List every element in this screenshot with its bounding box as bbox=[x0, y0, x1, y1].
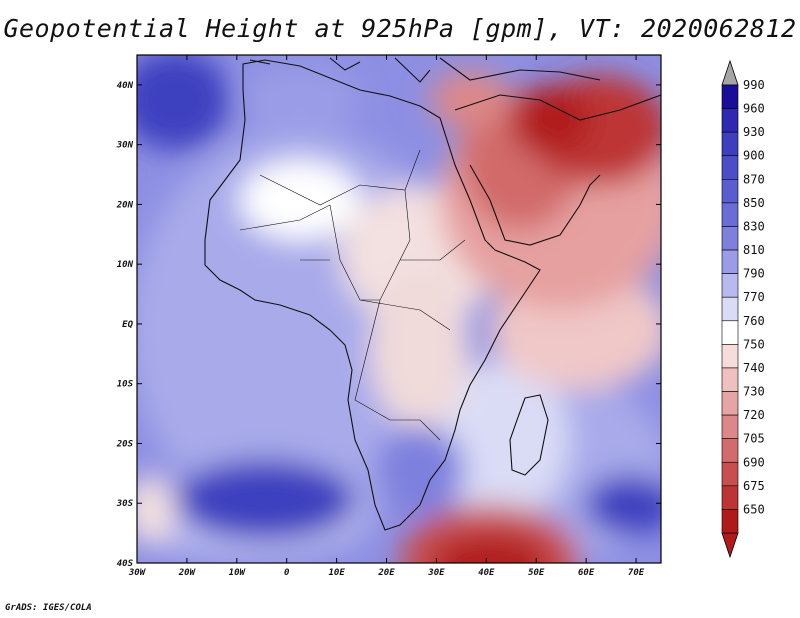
colorbar-level-label: 810 bbox=[743, 243, 765, 257]
colorbar-level-label: 770 bbox=[743, 290, 765, 304]
lat-label: 30N bbox=[116, 141, 134, 151]
europe-coastline bbox=[249, 57, 601, 83]
colorbar-band bbox=[721, 273, 739, 298]
colorbar-band bbox=[721, 226, 739, 251]
colorbar: 990 960 930 900 870 850 830 810 790 770 760 750 740 7… bbox=[721, 59, 765, 559]
lon-label: 60E bbox=[578, 568, 595, 578]
colorbar-band bbox=[721, 344, 739, 369]
africa-coastline bbox=[204, 59, 541, 531]
colorbar-level-label: 790 bbox=[743, 267, 765, 281]
lon-label: 20W bbox=[178, 568, 197, 578]
colorbar-band bbox=[721, 461, 739, 487]
colorbar-level-label: 930 bbox=[743, 125, 765, 139]
colorbar-level-label: 960 bbox=[743, 102, 765, 116]
lat-label: 10S bbox=[117, 380, 134, 390]
colorbar-level-label: 870 bbox=[743, 172, 765, 186]
colorbar-level-label: 990 bbox=[743, 78, 765, 92]
lat-label: 20S bbox=[116, 439, 134, 449]
lon-label: 20E bbox=[377, 568, 395, 578]
colorbar-band bbox=[721, 438, 739, 463]
colorbar-band bbox=[721, 367, 739, 392]
lon-label: 30E bbox=[427, 568, 445, 578]
colorbar-band bbox=[721, 155, 739, 180]
chart-title: Geopotential Height at 925hPa [gpm], VT:… bbox=[3, 14, 797, 43]
colorbar-level-label: 830 bbox=[743, 219, 765, 233]
colorbar-band bbox=[721, 414, 739, 439]
colorbar-level-label: 900 bbox=[743, 149, 765, 163]
lon-label: 40E bbox=[478, 568, 495, 578]
colorbar-top-arrow bbox=[721, 59, 739, 86]
lat-label: 20N bbox=[116, 200, 134, 210]
colorbar-band bbox=[721, 108, 739, 133]
lat-label: 30S bbox=[116, 499, 134, 509]
colorbar-level-label: 650 bbox=[743, 502, 765, 516]
colorbar-level-label: 675 bbox=[743, 479, 765, 493]
lat-label: 40S bbox=[117, 559, 134, 569]
colorbar-band bbox=[721, 179, 739, 204]
map-frame bbox=[136, 54, 662, 564]
arabia-coastline bbox=[454, 94, 661, 246]
colorbar-band bbox=[721, 296, 739, 322]
madagascar-coastline bbox=[509, 394, 549, 476]
colorbar-level-label: 760 bbox=[743, 314, 765, 328]
colorbar-level-label: 720 bbox=[743, 408, 765, 422]
lon-label: 50E bbox=[528, 568, 545, 578]
colorbar-band bbox=[721, 131, 739, 157]
colorbar-band bbox=[721, 391, 739, 416]
lon-label: 0 bbox=[284, 568, 290, 578]
grads-credit: GrADS: IGES/COLA bbox=[5, 603, 92, 613]
lon-label: 70E bbox=[628, 568, 645, 578]
colorbar-band bbox=[721, 320, 739, 345]
colorbar-level-label: 690 bbox=[743, 455, 765, 469]
lat-label: 10N bbox=[117, 260, 134, 270]
colorbar-level-label: 705 bbox=[743, 432, 765, 446]
country-borders bbox=[239, 149, 466, 441]
lon-label: 10W bbox=[229, 568, 247, 578]
colorbar-bottom-arrow bbox=[721, 532, 739, 559]
colorbar-band bbox=[721, 84, 739, 109]
colorbar-band bbox=[721, 249, 739, 274]
coastlines bbox=[204, 57, 661, 531]
colorbar-band bbox=[721, 202, 739, 227]
colorbar-band bbox=[721, 485, 739, 510]
lat-label: EQ bbox=[122, 320, 133, 330]
lat-label: 40N bbox=[117, 81, 134, 91]
colorbar-band bbox=[721, 509, 739, 534]
lon-label: 10E bbox=[328, 568, 345, 578]
colorbar-level-label: 850 bbox=[743, 196, 765, 210]
colorbar-level-label: 750 bbox=[743, 337, 765, 351]
colorbar-level-label: 740 bbox=[743, 361, 765, 375]
geopotential-field bbox=[137, 55, 661, 563]
lon-label: 30W bbox=[128, 568, 147, 578]
colorbar-level-label: 730 bbox=[743, 385, 765, 399]
